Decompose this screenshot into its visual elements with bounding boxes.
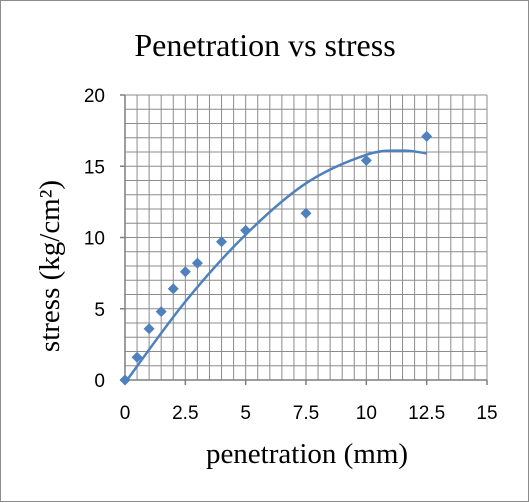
chart-title: Penetration vs stress <box>134 27 395 63</box>
data-point <box>155 306 167 318</box>
x-tick-label: 15 <box>476 403 497 424</box>
data-point <box>421 130 433 142</box>
data-point <box>300 207 312 219</box>
x-tick-label: 12.5 <box>408 403 445 424</box>
data-points <box>119 130 433 386</box>
x-tick-label: 7.5 <box>293 403 319 424</box>
y-tick-labels: 0 5 10 15 20 <box>84 86 105 392</box>
x-tick-labels: 0 2.5 5 7.5 10 12.5 15 <box>120 403 498 424</box>
data-point <box>131 351 143 363</box>
data-point <box>360 155 372 167</box>
x-tick-label: 5 <box>240 403 251 424</box>
gridlines <box>124 94 488 381</box>
data-point <box>119 374 131 386</box>
data-point <box>143 323 155 335</box>
x-tick-label: 0 <box>120 403 131 424</box>
y-tick-label: 5 <box>94 300 105 321</box>
data-point <box>240 224 252 236</box>
data-point <box>167 283 179 295</box>
y-tick-label: 10 <box>84 229 105 250</box>
x-axis-label: penetration (mm) <box>206 438 408 470</box>
data-point <box>216 236 228 248</box>
y-tick-label: 0 <box>94 371 105 392</box>
data-point <box>179 266 191 278</box>
y-axis-label: stress (kg/cm²) <box>34 180 66 352</box>
trendline <box>123 149 427 384</box>
data-point <box>191 257 203 269</box>
axes <box>120 94 488 385</box>
x-tick-label: 2.5 <box>172 403 198 424</box>
y-tick-label: 20 <box>84 86 105 107</box>
x-tick-label: 10 <box>356 403 377 424</box>
y-tick-label: 15 <box>84 157 105 178</box>
